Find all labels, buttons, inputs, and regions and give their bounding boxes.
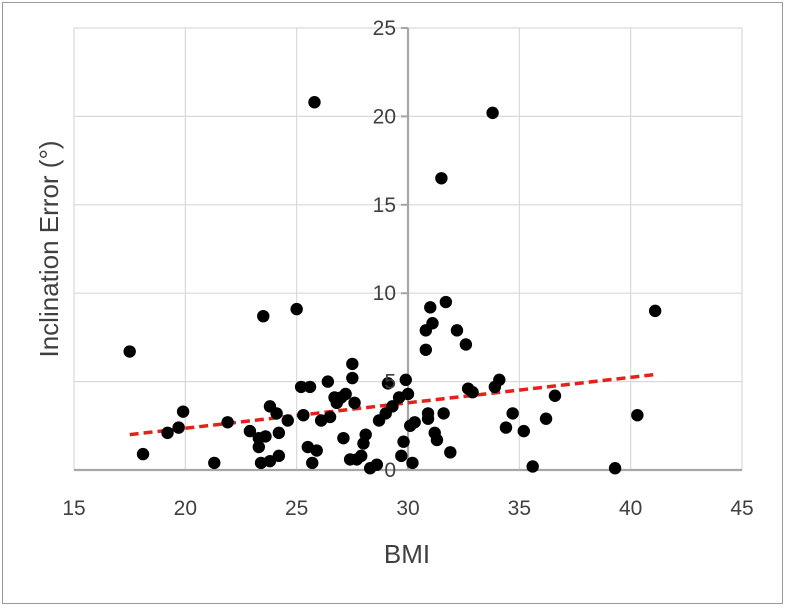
data-point [346, 357, 359, 371]
data-point [310, 444, 323, 457]
y-tick-label: 0 [384, 459, 396, 482]
y-tick-label: 5 [384, 371, 396, 394]
y-tick-label: 25 [373, 17, 396, 40]
data-point [359, 428, 372, 441]
data-point [395, 449, 408, 463]
data-point [548, 389, 562, 402]
data-point [272, 426, 286, 440]
data-point [450, 324, 464, 337]
points-layer [123, 96, 662, 475]
data-point [297, 408, 310, 422]
data-point [259, 430, 272, 443]
data-point [303, 380, 317, 394]
data-point [346, 371, 359, 385]
data-point [381, 377, 395, 390]
data-point [424, 301, 437, 314]
data-point [308, 96, 321, 109]
data-point [648, 304, 662, 318]
data-point [294, 380, 308, 394]
data-point [506, 407, 519, 420]
data-point [306, 456, 319, 470]
data-point [263, 454, 277, 468]
data-point [426, 317, 439, 330]
data-point [323, 410, 337, 424]
data-point [272, 449, 286, 463]
data-point [526, 460, 539, 473]
x-tick-label: 25 [285, 497, 308, 520]
data-point [466, 386, 479, 399]
data-point [337, 431, 350, 445]
data-point [370, 458, 384, 471]
data-point [486, 106, 499, 120]
data-point [608, 462, 622, 475]
data-point [499, 421, 513, 434]
data-point [243, 424, 257, 438]
data-point [257, 309, 270, 323]
tick-labels: 15 20 25 30 35 40 45 0 5 10 15 20 25 [62, 17, 753, 520]
data-point [437, 407, 450, 420]
data-point [172, 421, 185, 434]
data-point [221, 416, 234, 429]
data-point [419, 343, 433, 356]
data-point [252, 440, 266, 454]
trendline-layer [129, 372, 656, 437]
data-point [123, 345, 136, 358]
data-point [386, 400, 399, 413]
y-tick-label: 15 [373, 194, 396, 217]
data-point [136, 447, 150, 461]
data-point [281, 414, 294, 427]
data-point [444, 446, 457, 459]
data-point [493, 373, 506, 387]
data-point [430, 433, 444, 447]
x-tick-label: 20 [174, 497, 197, 520]
data-point [290, 302, 303, 316]
data-point [399, 373, 412, 387]
x-tick-label: 30 [396, 497, 419, 520]
data-point [439, 295, 453, 309]
x-tick-label: 15 [62, 497, 85, 520]
y-axis-title: Inclination Error (°) [34, 140, 64, 357]
data-point [517, 424, 530, 438]
data-point [397, 435, 410, 448]
data-point [348, 396, 361, 410]
data-point [401, 387, 415, 401]
x-tick-label: 45 [730, 497, 753, 520]
data-point [270, 407, 283, 420]
data-point [176, 405, 190, 418]
data-point [321, 375, 335, 388]
data-point [161, 426, 174, 440]
y-tick-label: 20 [373, 105, 396, 128]
trendline [129, 372, 656, 437]
data-point [421, 412, 435, 425]
data-point [631, 408, 644, 422]
data-point [208, 456, 221, 470]
data-point [435, 172, 448, 185]
x-tick-label: 40 [619, 497, 642, 520]
data-point [355, 449, 368, 463]
data-point [459, 338, 473, 351]
data-point [539, 412, 553, 425]
y-tick-label: 10 [373, 282, 396, 305]
x-axis-title: BMI [384, 539, 430, 569]
data-point [339, 387, 352, 401]
x-tick-label: 35 [508, 497, 531, 520]
data-point [408, 416, 421, 429]
data-point [406, 456, 419, 470]
